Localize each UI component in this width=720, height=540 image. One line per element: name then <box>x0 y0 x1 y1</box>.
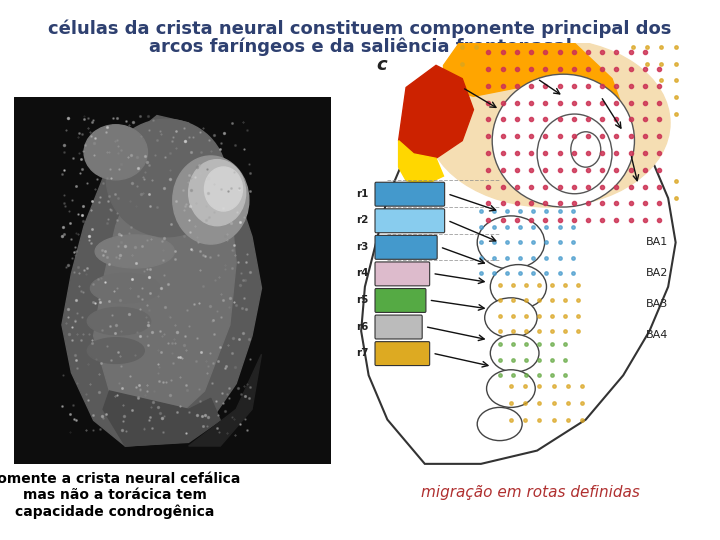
Polygon shape <box>189 354 261 446</box>
Polygon shape <box>444 30 624 110</box>
Text: BA2: BA2 <box>646 268 668 279</box>
Ellipse shape <box>173 156 249 244</box>
Polygon shape <box>399 140 444 185</box>
Text: migração em rotas definidas: migração em rotas definidas <box>420 485 639 500</box>
Text: r3: r3 <box>356 242 369 252</box>
Polygon shape <box>94 141 236 428</box>
Ellipse shape <box>204 167 243 211</box>
Ellipse shape <box>87 338 144 363</box>
FancyBboxPatch shape <box>375 182 445 206</box>
Text: BA1: BA1 <box>646 238 668 247</box>
Polygon shape <box>361 43 675 464</box>
Ellipse shape <box>427 39 670 207</box>
Ellipse shape <box>477 407 522 441</box>
Text: r7: r7 <box>356 348 369 358</box>
FancyBboxPatch shape <box>375 315 422 339</box>
Ellipse shape <box>490 334 539 372</box>
FancyBboxPatch shape <box>375 288 426 313</box>
Polygon shape <box>103 391 220 446</box>
Ellipse shape <box>95 235 174 268</box>
FancyBboxPatch shape <box>375 262 430 286</box>
Text: c: c <box>376 57 387 75</box>
Ellipse shape <box>91 273 160 303</box>
Ellipse shape <box>189 160 246 226</box>
FancyBboxPatch shape <box>375 235 437 259</box>
Ellipse shape <box>492 74 634 207</box>
Ellipse shape <box>487 370 535 407</box>
Text: células da crista neural constituem componente principal dos: células da crista neural constituem comp… <box>48 20 672 38</box>
Ellipse shape <box>490 265 546 309</box>
Text: r4: r4 <box>356 268 369 279</box>
Text: BA4: BA4 <box>646 330 668 340</box>
Polygon shape <box>62 116 261 446</box>
Text: arcos faríngeos e da saliência frontonasal: arcos faríngeos e da saliência frontonas… <box>148 38 572 57</box>
Text: somente a crista neural cefálica
mas não a torácica tem
capacidade condrogênica: somente a crista neural cefálica mas não… <box>0 472 240 519</box>
Ellipse shape <box>107 119 227 237</box>
Polygon shape <box>399 65 474 158</box>
Text: r5: r5 <box>356 295 369 305</box>
FancyBboxPatch shape <box>375 342 430 366</box>
Text: r2: r2 <box>356 215 369 225</box>
Ellipse shape <box>477 216 544 269</box>
Ellipse shape <box>84 125 148 180</box>
Ellipse shape <box>571 132 600 167</box>
Ellipse shape <box>87 307 150 335</box>
Text: r1: r1 <box>356 189 369 199</box>
Ellipse shape <box>537 114 612 194</box>
Text: r6: r6 <box>356 322 369 332</box>
Text: BA3: BA3 <box>646 300 668 309</box>
FancyBboxPatch shape <box>375 209 445 233</box>
Ellipse shape <box>485 298 537 338</box>
